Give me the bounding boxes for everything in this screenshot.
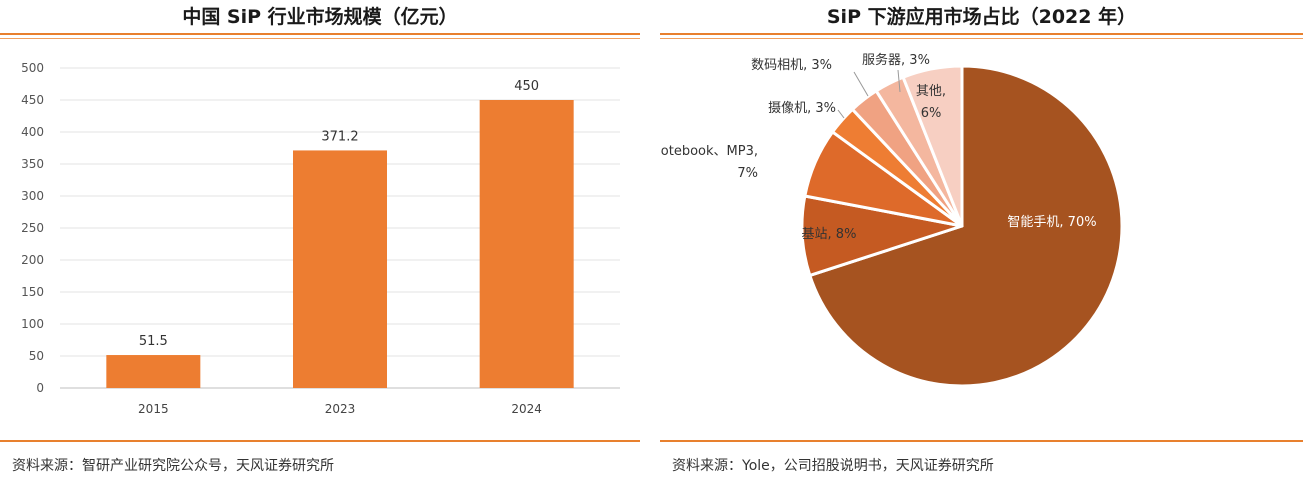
pie-slice-6 — [901, 64, 964, 228]
pie-slice-label: 摄像机, 3% — [768, 101, 836, 116]
pie-slice-label: 服务器, 3% — [862, 52, 930, 68]
pie-slice-label: 智能手机, 70% — [1007, 215, 1096, 230]
y-tick-label: 50 — [29, 349, 44, 363]
bar-2015 — [106, 355, 201, 388]
bar-chart-panel: 中国 SiP 行业市场规模（亿元） 0 50 100 150 200 250 300 350 4… — [0, 0, 640, 479]
y-tick-label: 0 — [36, 381, 44, 395]
y-tick-label: 200 — [21, 253, 44, 267]
pie-slice-label: 数码相机, 3% — [751, 58, 832, 73]
bar-2024 — [479, 100, 574, 388]
source-rule — [0, 440, 640, 442]
bar-chart: 0 50 100 150 200 250 300 350 400 450 500 51.5 2015 37… — [21, 61, 620, 416]
source-rule — [660, 440, 1303, 442]
y-tick-label: 100 — [21, 317, 44, 331]
bar-data-label: 371.2 — [321, 129, 358, 144]
pie-slice-0 — [808, 64, 1124, 388]
bar-chart-source: 资料来源：智研产业研究院公众号，天风证券研究所 — [12, 458, 334, 474]
pie-chart-panel: SiP 下游应用市场占比（2022 年） 智能手机, 70% 基站, 8% Note… — [660, 0, 1303, 479]
y-tick-label: 450 — [21, 93, 44, 107]
pie-chart: 智能手机, 70% 基站, 8% Notebook、MP3, 7% 摄像机, 3% 数码相… — [660, 52, 1124, 388]
pie-leader-line — [897, 69, 901, 93]
y-tick-label: 300 — [21, 189, 44, 203]
y-tick-label: 250 — [21, 221, 44, 235]
x-tick-label: 2015 — [138, 402, 169, 416]
title-rule — [0, 33, 640, 35]
title-rule-thin — [660, 38, 1303, 39]
pie-chart-source: 资料来源：Yole，公司招股说明书，天风证券研究所 — [672, 458, 994, 474]
y-tick-label: 150 — [21, 285, 44, 299]
pie-slice-label: 其他, 6% — [916, 84, 946, 121]
pie-slice-label: 基站, 8% — [802, 227, 857, 242]
bar-data-label: 51.5 — [139, 334, 168, 349]
pie-leader-line — [837, 109, 845, 119]
bar-data-label: 450 — [514, 79, 539, 94]
x-tick-label: 2024 — [511, 402, 542, 416]
y-tick-label: 500 — [21, 61, 44, 75]
pie-chart-title: SiP 下游应用市场占比（2022 年） — [826, 6, 1137, 28]
pie-slice-label: Notebook、MP3, 7% — [660, 144, 758, 181]
pie-leader-line — [853, 71, 869, 97]
y-tick-label: 350 — [21, 157, 44, 171]
title-rule — [660, 33, 1303, 35]
bar-chart-title: 中国 SiP 行业市场规模（亿元） — [182, 6, 458, 28]
bar-2023 — [293, 150, 387, 388]
x-tick-label: 2023 — [325, 402, 356, 416]
y-tick-label: 400 — [21, 125, 44, 139]
title-rule-thin — [0, 38, 640, 39]
